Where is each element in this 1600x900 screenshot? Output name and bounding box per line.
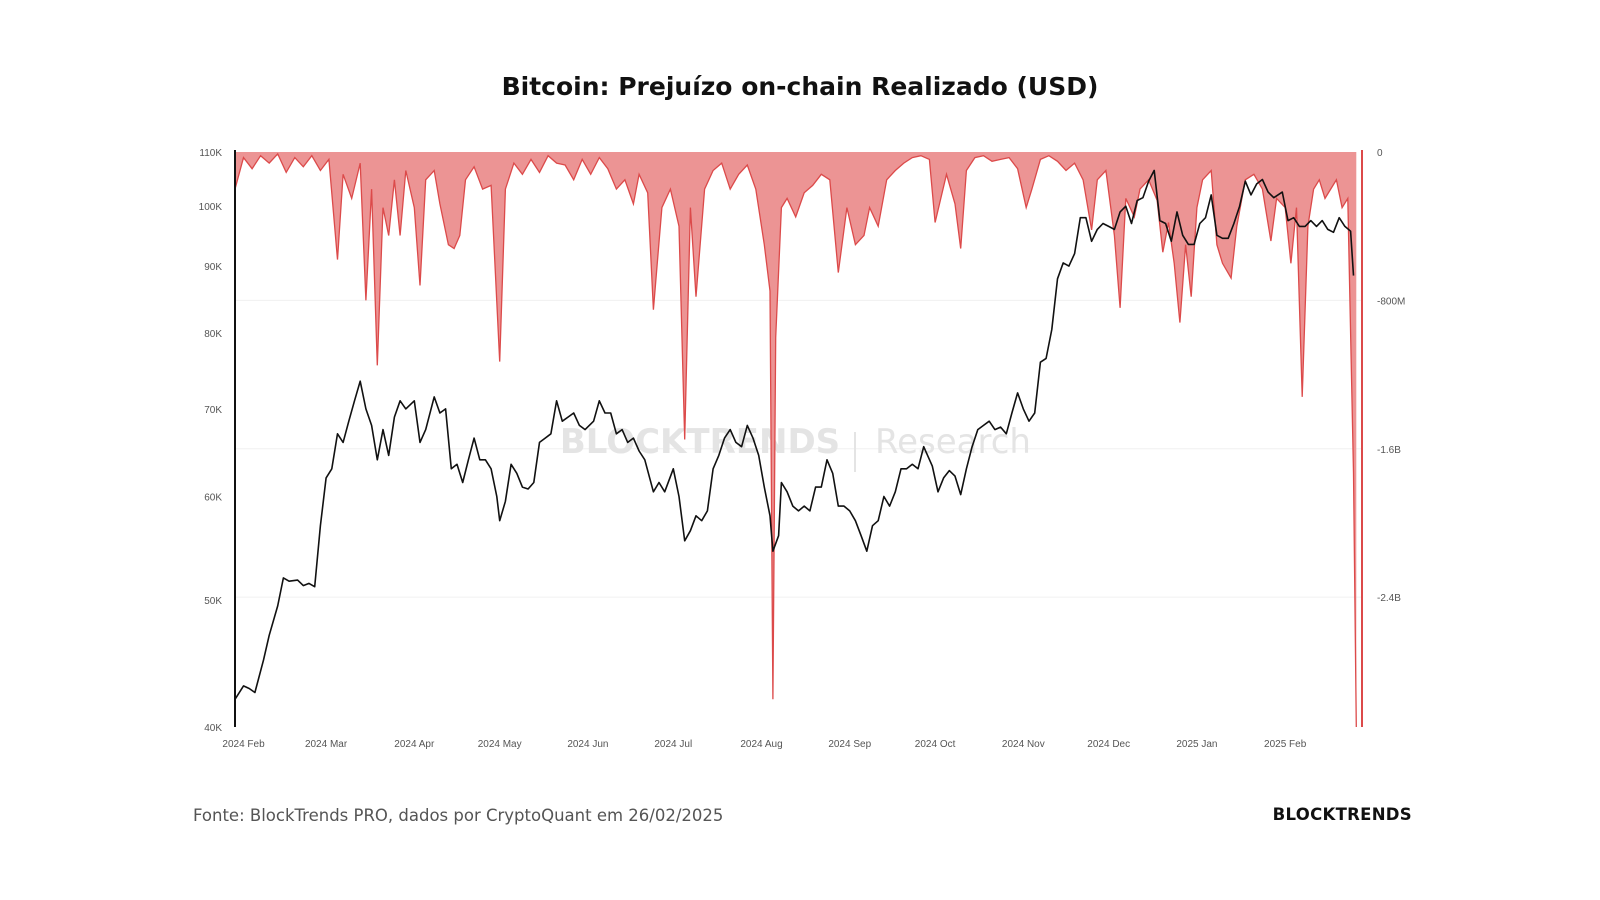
- axes: [234, 150, 1363, 727]
- x-tick-label: 2024 Feb: [222, 739, 265, 750]
- brand-logo: BLOCKTRENDS: [1272, 805, 1412, 824]
- price-line-series: [234, 169, 1355, 700]
- x-tick-label: 2024 Jun: [567, 739, 608, 750]
- right-tick-label: -2.4B: [1377, 593, 1401, 604]
- right-tick-label: 0: [1377, 148, 1383, 159]
- right-tick-label: -800M: [1377, 296, 1405, 307]
- x-tick-label: 2024 Sep: [828, 739, 871, 750]
- price-line: [234, 169, 1355, 700]
- left-tick-label: 100K: [199, 202, 223, 213]
- right-tick-label: -1.6B: [1377, 445, 1401, 456]
- x-tick-label: 2024 May: [478, 739, 522, 750]
- watermark-brand: BLOCKTRENDS: [560, 422, 840, 462]
- grid: [235, 299, 1362, 598]
- x-tick-label: 2024 Apr: [394, 739, 435, 750]
- left-tick-label: 40K: [204, 723, 222, 734]
- chart-title: Bitcoin: Prejuízo on-chain Realizado (US…: [501, 72, 1099, 101]
- left-tick-label: 50K: [204, 596, 222, 607]
- x-tick-label: 2024 Mar: [305, 739, 348, 750]
- left-tick-label: 80K: [204, 329, 222, 340]
- x-tick-label: 2024 Jul: [654, 739, 692, 750]
- tick-labels: 40K 50K 60K 70K 80K 90K 100K 110K 0 -800M -1.6B -2.…: [199, 148, 1406, 750]
- loss-area-series: [234, 152, 1357, 728]
- watermark-suffix: Research: [875, 422, 1031, 462]
- x-tick-label: 2024 Dec: [1087, 739, 1130, 750]
- x-tick-label: 2024 Aug: [740, 739, 782, 750]
- left-tick-label: 90K: [204, 262, 222, 273]
- source-note: Fonte: BlockTrends PRO, dados por Crypto…: [193, 806, 724, 825]
- x-tick-label: 2024 Oct: [915, 739, 956, 750]
- x-tick-label: 2024 Nov: [1002, 739, 1045, 750]
- x-tick-label: 2025 Jan: [1176, 739, 1217, 750]
- left-tick-label: 60K: [204, 493, 222, 504]
- left-tick-label: 70K: [204, 405, 222, 416]
- loss-line: [234, 152, 1357, 728]
- left-tick-label: 110K: [199, 148, 222, 159]
- x-tick-label: 2025 Feb: [1264, 739, 1307, 750]
